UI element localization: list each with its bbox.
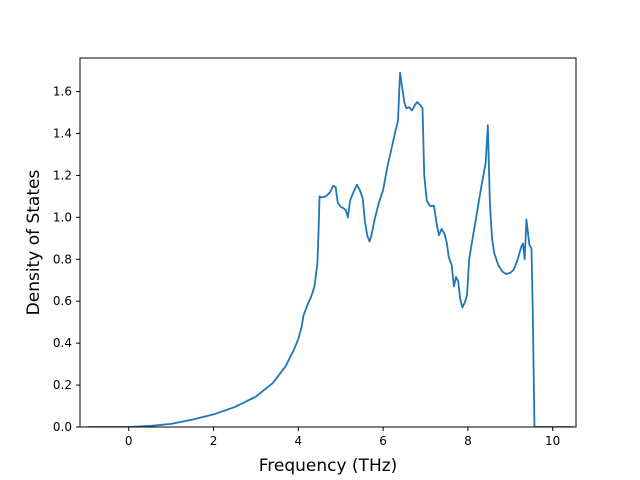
x-tick-label: 10 <box>545 434 560 448</box>
y-tick-label: 0.2 <box>53 378 72 392</box>
x-tick-label: 0 <box>125 434 133 448</box>
y-tick-label: 0.4 <box>53 336 72 350</box>
x-tick-label: 8 <box>464 434 472 448</box>
x-tick-label: 4 <box>295 434 303 448</box>
y-tick-label: 0.0 <box>53 420 72 434</box>
y-tick-label: 0.8 <box>53 252 72 266</box>
dos-series-line <box>87 71 574 427</box>
y-tick-label: 1.2 <box>53 168 72 182</box>
y-tick-label: 1.0 <box>53 210 72 224</box>
x-axis-label: Frequency (THz) <box>259 456 398 476</box>
x-tick-label: 2 <box>210 434 218 448</box>
plot-frame <box>79 57 577 428</box>
y-tick-label: 1.6 <box>53 85 72 99</box>
y-axis-label: Density of States <box>24 170 44 316</box>
x-tick-label: 6 <box>379 434 387 448</box>
y-tick-label: 1.4 <box>53 126 72 140</box>
plot-area <box>87 71 574 427</box>
axes: 0 2 4 6 8 10 0.0 0.2 0.4 0.6 0.8 1.0 1.2 1.4 1.6 <box>53 57 577 448</box>
y-tick-label: 0.6 <box>53 294 72 308</box>
